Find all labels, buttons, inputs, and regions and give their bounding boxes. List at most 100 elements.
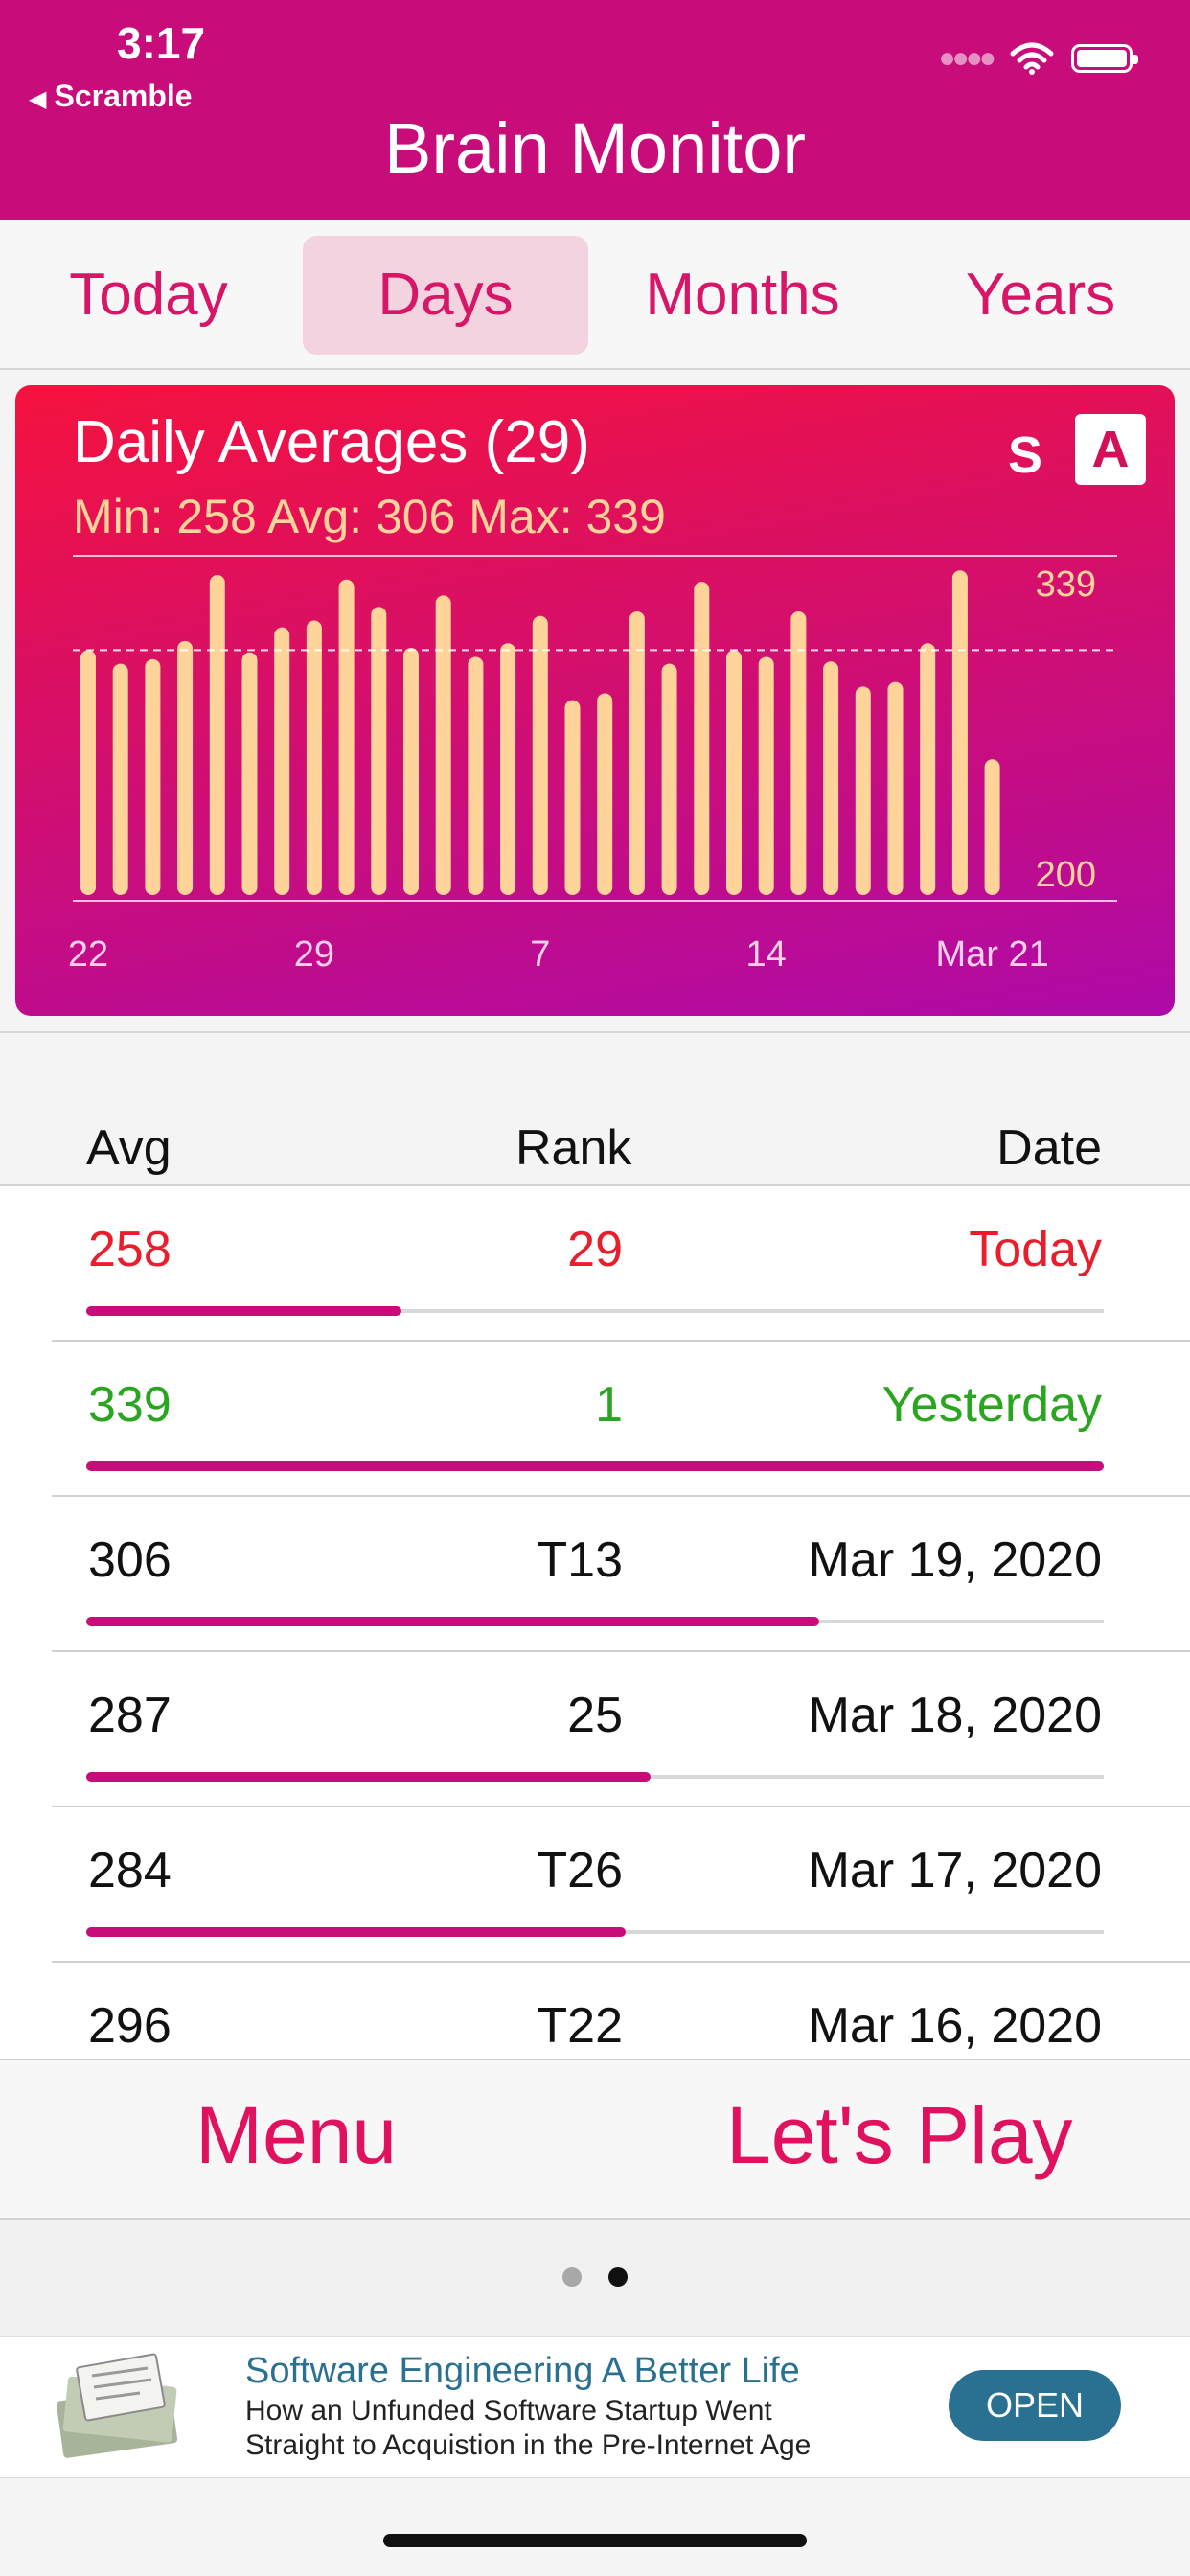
app-header: 3:17 ◀ Scramble ●●●● Brain Monitor xyxy=(0,0,1190,220)
row-divider xyxy=(52,1650,1190,1652)
chart-bar xyxy=(500,643,516,895)
chart-bar xyxy=(758,656,774,895)
chart-bar xyxy=(80,650,96,895)
daily-averages-chart-card: 339 200 22 29 7 14 Mar 21 Daily Averages (29) … xyxy=(15,385,1175,1016)
row-avg: 296 xyxy=(88,1998,172,2054)
tab-months[interactable]: Months xyxy=(645,262,840,328)
row-avg: 339 xyxy=(88,1377,172,1433)
row-divider xyxy=(52,1806,1190,1807)
chart-bar xyxy=(823,661,839,895)
row-divider xyxy=(52,1340,1190,1342)
divider xyxy=(0,1184,1190,1186)
scale-toggle-a[interactable]: A xyxy=(1075,414,1146,485)
x-tick-label: 7 xyxy=(530,934,550,975)
row-avg: 306 xyxy=(88,1532,172,1588)
scale-toggle-s[interactable]: S xyxy=(1008,426,1043,484)
chart-bar xyxy=(306,620,322,895)
chart-bar xyxy=(694,582,710,895)
menu-button[interactable]: Menu xyxy=(195,2090,398,2180)
tab-today[interactable]: Today xyxy=(69,262,228,328)
score-progress-fill xyxy=(86,1772,652,1782)
chart-bar xyxy=(241,652,258,895)
chart-bar xyxy=(177,640,194,895)
row-avg: 287 xyxy=(88,1688,172,1743)
x-tick-label: Mar 21 xyxy=(935,934,1048,975)
tab-years[interactable]: Years xyxy=(965,262,1116,328)
table-row[interactable]: 339 1 Yesterday xyxy=(0,1342,1190,1497)
score-progress-bar xyxy=(86,1772,1104,1782)
back-to-scramble-link[interactable]: ◀ Scramble xyxy=(29,79,193,114)
chart-bar xyxy=(112,663,128,895)
lets-play-button[interactable]: Let's Play xyxy=(726,2090,1073,2180)
score-progress-fill xyxy=(86,1306,402,1316)
chart-bar xyxy=(435,595,451,895)
period-tabs: Today Days Months Years xyxy=(0,220,1190,370)
chart-bar xyxy=(920,643,936,895)
chart-bar xyxy=(984,759,1000,895)
row-avg: 258 xyxy=(88,1222,172,1277)
row-date: Yesterday xyxy=(881,1377,1102,1433)
table-row[interactable]: 258 29 Today xyxy=(0,1186,1190,1342)
row-rank: T22 xyxy=(537,1998,623,2054)
score-progress-bar xyxy=(86,1461,1104,1471)
column-header-date: Date xyxy=(996,1120,1102,1176)
status-icons: ●●●● xyxy=(938,42,1138,75)
tab-days[interactable]: Days xyxy=(303,236,588,355)
back-arrow-icon: ◀ xyxy=(29,86,47,112)
row-date: Mar 19, 2020 xyxy=(808,1532,1102,1588)
row-date: Mar 16, 2020 xyxy=(808,1998,1102,2054)
ad-description-line-1: How an Unfunded Software Startup Went xyxy=(245,2395,772,2426)
row-date: Mar 17, 2020 xyxy=(808,1843,1102,1898)
score-progress-bar xyxy=(86,1927,1104,1937)
table-row[interactable]: 284 T26 Mar 17, 2020 xyxy=(0,1807,1190,1963)
row-rank: T26 xyxy=(537,1843,623,1898)
chart-bar xyxy=(468,656,484,895)
bottom-action-bar: Menu Let's Play xyxy=(0,2058,1190,2220)
chart-bar xyxy=(338,579,355,895)
chart-bar xyxy=(629,610,645,895)
row-divider xyxy=(52,1495,1190,1497)
ad-description-line-2: Straight to Acquistion in the Pre-Intern… xyxy=(245,2429,812,2461)
page-dot-2-active[interactable] xyxy=(608,2267,628,2287)
chart-bar xyxy=(855,686,871,895)
row-rank: 25 xyxy=(567,1688,623,1743)
home-indicator[interactable] xyxy=(383,2534,807,2547)
ad-title[interactable]: Software Engineering A Better Life xyxy=(245,2351,800,2391)
chart-title: Daily Averages (29) xyxy=(73,409,590,475)
table-row[interactable]: 296 T22 Mar 16, 2020 xyxy=(0,1963,1190,2058)
daily-results-list[interactable]: 258 29 Today 339 1 Yesterday 306 T13 Mar… xyxy=(0,1186,1190,2058)
divider xyxy=(0,1031,1190,1033)
chart-bar xyxy=(726,650,742,895)
wifi-icon xyxy=(1010,42,1054,75)
x-tick-label: 29 xyxy=(294,934,334,975)
chart-bar xyxy=(597,693,613,895)
table-row[interactable]: 287 25 Mar 18, 2020 xyxy=(0,1652,1190,1807)
chart-bar xyxy=(532,615,548,895)
ad-banner[interactable]: Software Engineering A Better Life How a… xyxy=(0,2336,1190,2478)
row-rank: T13 xyxy=(537,1532,623,1588)
status-time: 3:17 xyxy=(117,18,206,68)
page-indicator[interactable] xyxy=(0,2220,1190,2336)
page-title: Brain Monitor xyxy=(383,108,807,188)
x-tick-label: 22 xyxy=(68,934,108,975)
table-row[interactable]: 306 T13 Mar 19, 2020 xyxy=(0,1497,1190,1652)
x-tick-label: 14 xyxy=(746,934,787,975)
row-date: Mar 18, 2020 xyxy=(808,1688,1102,1743)
y-tick-label-min: 200 xyxy=(1036,855,1096,895)
signal-dots-icon: ●●●● xyxy=(938,42,997,74)
chart-bar xyxy=(790,610,807,895)
chart-bar xyxy=(371,607,387,895)
score-progress-bar xyxy=(86,1617,1104,1626)
daily-averages-chart: 339 200 22 29 7 14 Mar 21 xyxy=(68,555,1117,975)
page-dot-1[interactable] xyxy=(562,2267,582,2287)
money-stack-image xyxy=(56,2353,178,2458)
ad-open-button[interactable]: OPEN xyxy=(949,2370,1121,2441)
chart-bar xyxy=(564,700,581,895)
score-progress-fill xyxy=(86,1461,1104,1471)
column-header-rank: Rank xyxy=(515,1120,632,1176)
chart-bar xyxy=(951,570,968,895)
y-tick-label-max: 339 xyxy=(1036,564,1096,605)
row-avg: 284 xyxy=(88,1843,172,1898)
column-header-avg: Avg xyxy=(86,1120,172,1176)
score-progress-fill xyxy=(86,1617,819,1626)
